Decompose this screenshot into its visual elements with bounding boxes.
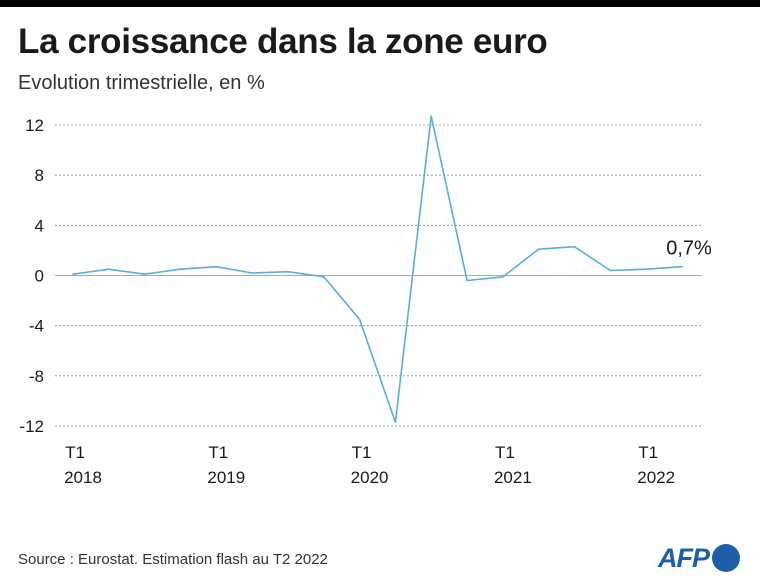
y-tick-label: 0: [35, 267, 44, 286]
data-point: [430, 115, 433, 117]
chart-title: La croissance dans la zone euro: [18, 22, 548, 61]
x-tick-label-year: 2021: [494, 468, 532, 487]
y-tick-label: -12: [19, 417, 44, 436]
y-axis-labels: 12 8 4 0 -4 -8 -12: [19, 116, 44, 436]
x-tick-label-year: 2019: [207, 468, 245, 487]
data-point: [215, 265, 218, 268]
afp-logo: AFP: [658, 542, 740, 574]
data-point: [681, 265, 683, 268]
afp-logo-dot-icon: [712, 544, 740, 572]
afp-logo-text: AFP: [658, 543, 710, 573]
data-point: [143, 273, 146, 276]
y-tick-label: 8: [35, 166, 44, 185]
data-point: [287, 270, 289, 273]
data-point: [179, 268, 182, 271]
x-tick-label-quarter: T1: [65, 443, 85, 462]
x-tick-label-year: 2020: [351, 468, 389, 487]
x-tick-label-quarter: T1: [208, 443, 228, 462]
data-point: [573, 245, 576, 248]
line-chart: 12 8 4 0 -4 -8 -12 T1 2018 T1 2019 T1 2020 T1 2021 T1 2…: [19, 115, 712, 487]
x-axis-labels: T1 2018 T1 2019 T1 2020 T1 2021 T1 2022: [64, 443, 675, 487]
x-tick-label-quarter: T1: [638, 443, 658, 462]
series-line-path: [72, 116, 683, 423]
data-point: [609, 269, 612, 272]
data-point: [358, 318, 361, 321]
data-point: [72, 273, 74, 276]
top-bar: [0, 0, 760, 7]
x-tick-label-year: 2022: [637, 468, 675, 487]
data-point: [323, 276, 325, 278]
source-note: Source : Eurostat. Estimation flash au T…: [18, 551, 328, 568]
y-tick-label: -4: [29, 317, 44, 336]
data-point: [645, 268, 647, 271]
chart-subtitle: Evolution trimestrielle, en %: [18, 72, 265, 94]
data-point: [108, 268, 110, 271]
data-point: [502, 276, 504, 278]
value-annotation: 0,7%: [666, 238, 712, 260]
data-point: [394, 421, 397, 424]
x-tick-label-year: 2018: [64, 468, 102, 487]
data-point: [537, 248, 540, 250]
grid-lines: [55, 124, 702, 427]
y-tick-label: 4: [35, 216, 44, 235]
x-tick-label-quarter: T1: [495, 443, 515, 462]
data-point: [251, 272, 253, 274]
y-tick-label: 12: [25, 116, 44, 135]
annotations: 0,7%: [666, 238, 712, 260]
y-tick-label: -8: [29, 367, 44, 386]
data-point: [466, 279, 468, 282]
series-line: [72, 115, 683, 424]
x-tick-label-quarter: T1: [352, 443, 372, 462]
